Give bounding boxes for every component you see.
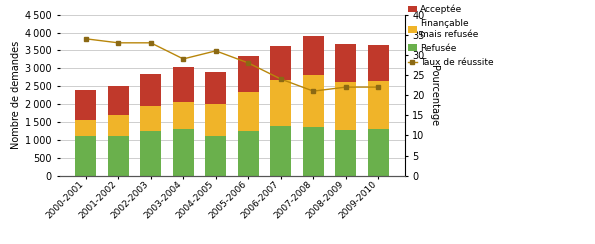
Bar	[303, 36, 324, 75]
Legend: Acceptée, Finançable
mais refusée, Refusée, Taux de réussite: Acceptée, Finançable mais refusée, Refus…	[408, 5, 494, 67]
Bar	[140, 74, 161, 106]
Bar	[270, 126, 292, 176]
Bar	[335, 44, 356, 82]
Bar	[335, 130, 356, 176]
Bar	[75, 120, 96, 136]
Bar	[108, 86, 129, 115]
Bar	[238, 131, 259, 176]
Bar	[270, 80, 292, 126]
Bar	[238, 92, 259, 131]
Bar	[140, 131, 161, 176]
Bar	[173, 129, 194, 176]
Bar	[108, 136, 129, 176]
Bar	[368, 129, 389, 176]
Bar	[303, 75, 324, 127]
Bar	[368, 81, 389, 129]
Y-axis label: Pourcentage: Pourcentage	[429, 65, 439, 126]
Bar	[205, 136, 226, 176]
Bar	[75, 90, 96, 120]
Bar	[270, 46, 292, 80]
Bar	[238, 56, 259, 92]
Bar	[335, 82, 356, 130]
Bar	[75, 136, 96, 176]
Bar	[205, 72, 226, 104]
Y-axis label: Nombre de demandes: Nombre de demandes	[11, 41, 21, 149]
Bar	[368, 45, 389, 81]
Bar	[205, 104, 226, 136]
Bar	[173, 102, 194, 129]
Bar	[173, 67, 194, 102]
Bar	[108, 115, 129, 136]
Bar	[140, 106, 161, 131]
Bar	[303, 127, 324, 176]
